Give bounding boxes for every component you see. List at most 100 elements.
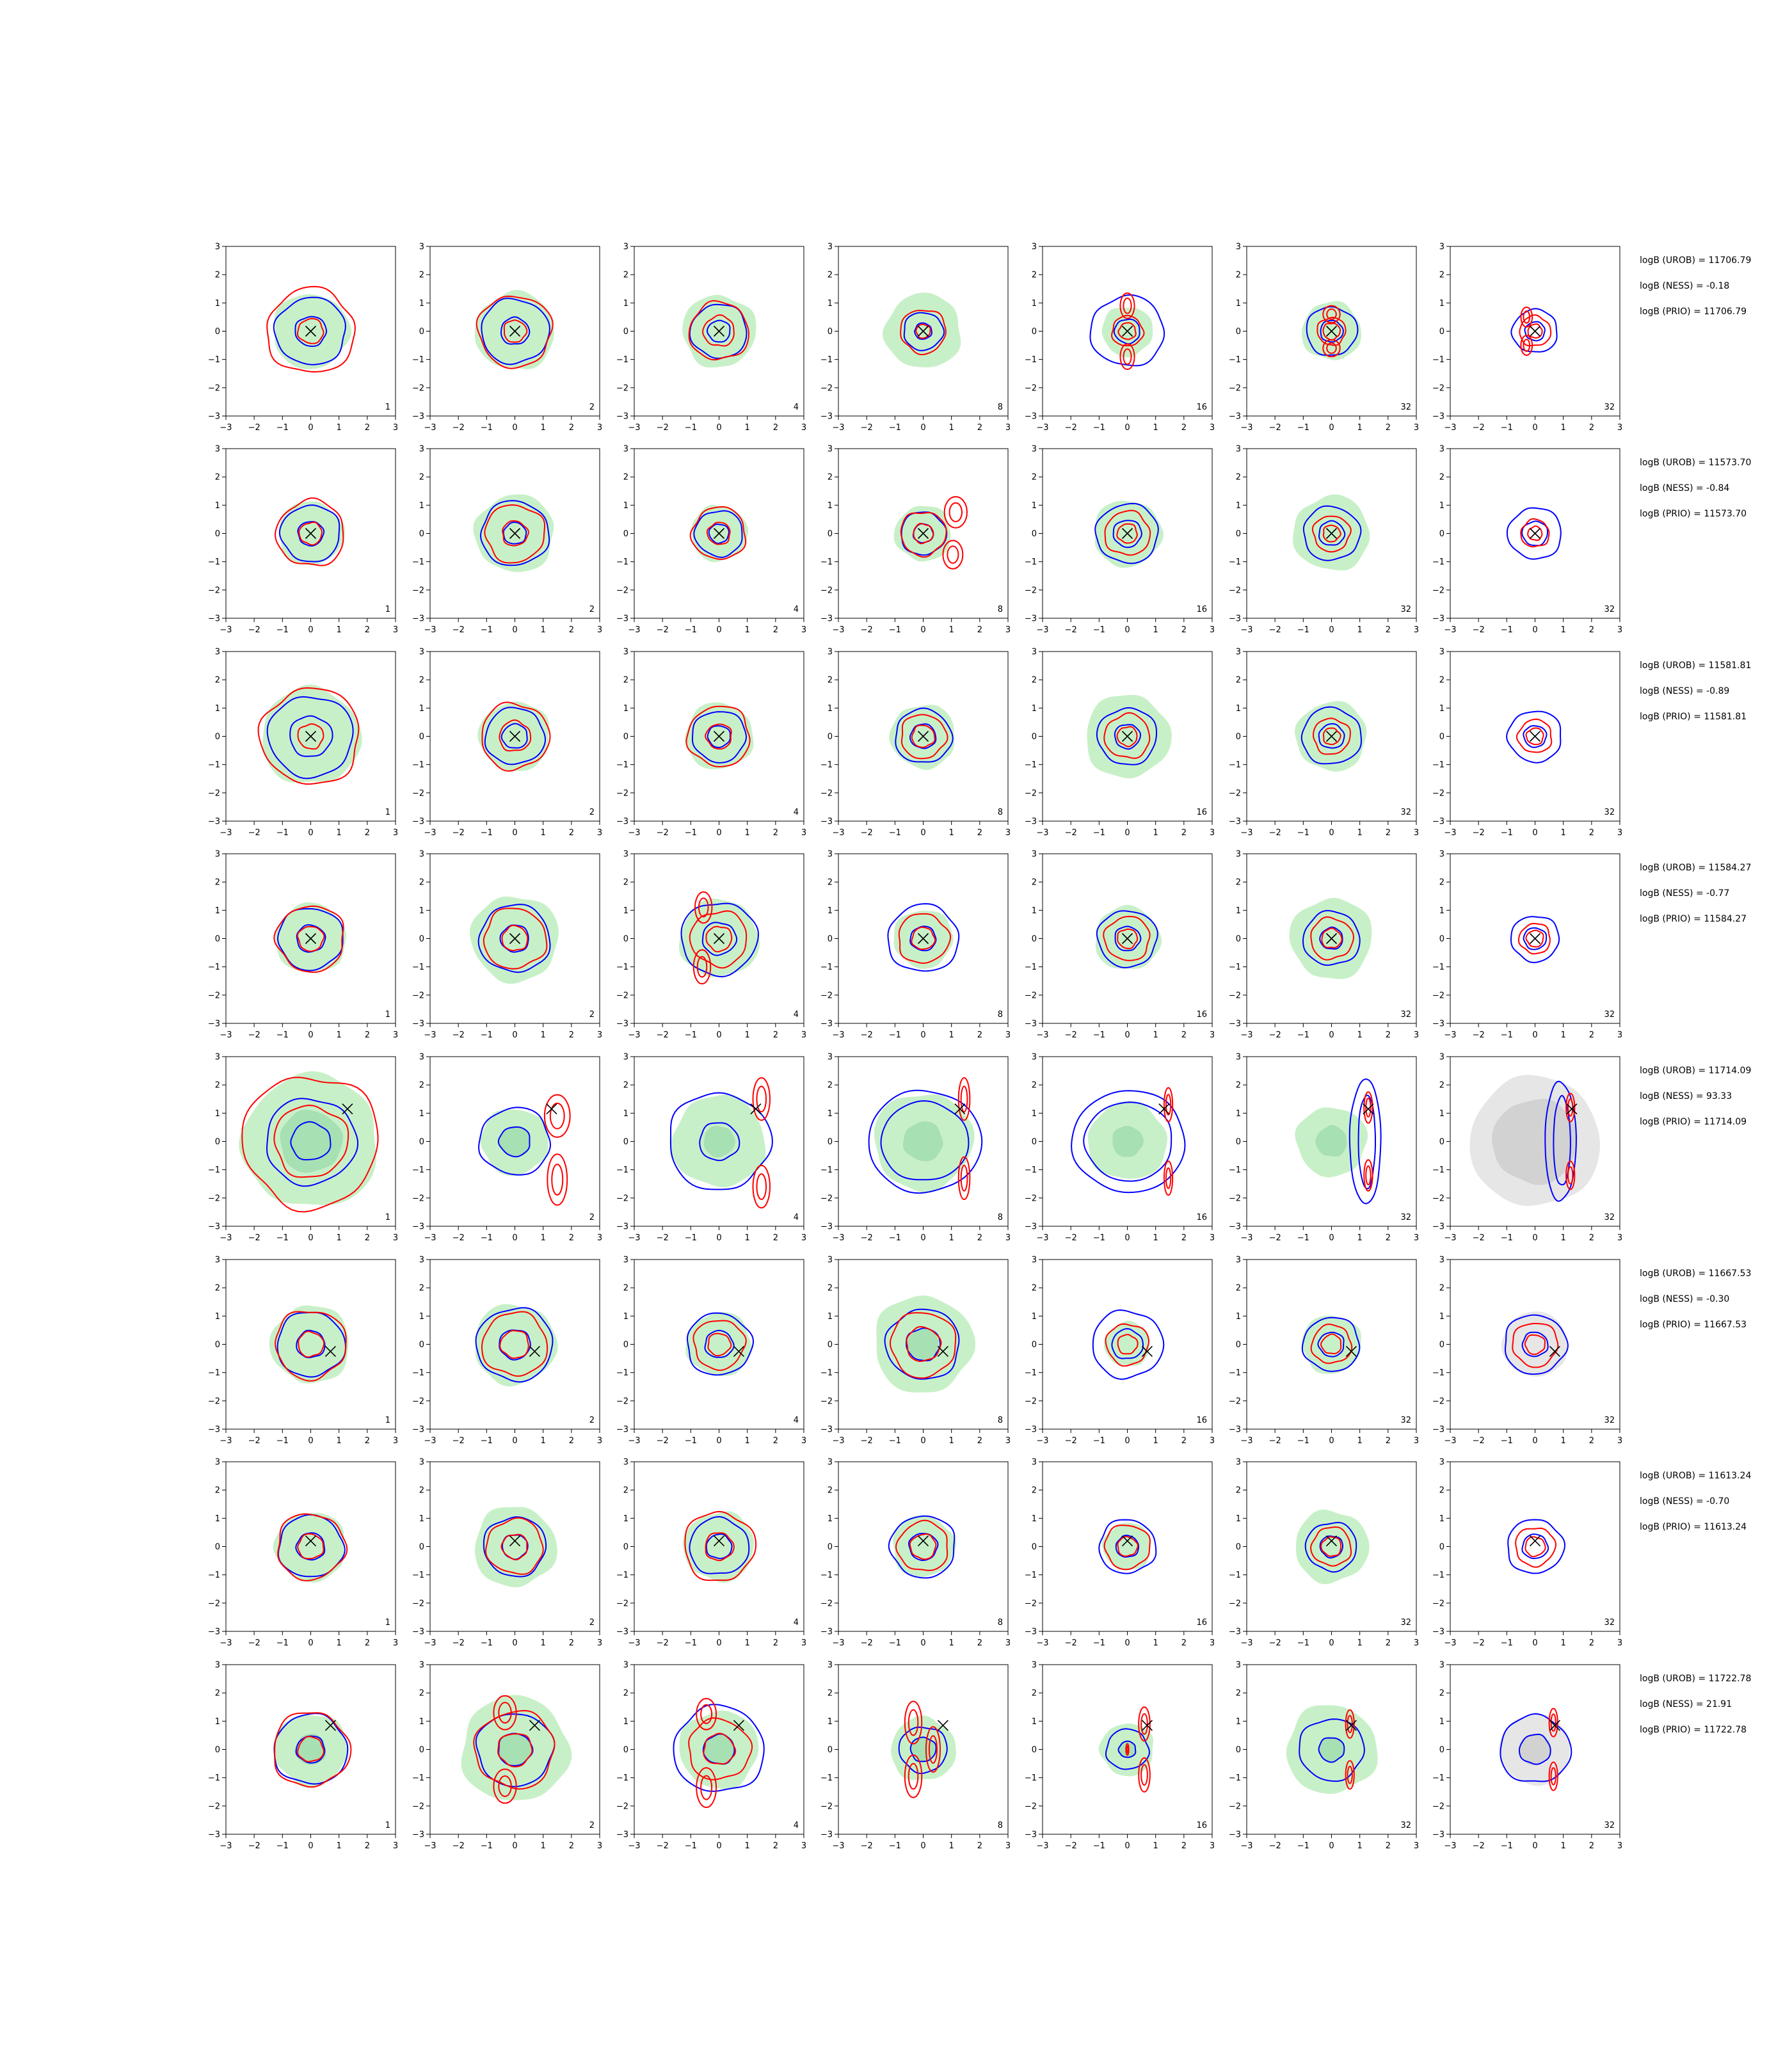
x-tick-label: 0	[1532, 1030, 1537, 1040]
true-value-marker	[1325, 932, 1338, 945]
y-tick-label: 1	[1439, 501, 1444, 511]
y-tick-label: 2	[215, 676, 220, 685]
panel-plot-area	[887, 903, 960, 972]
x-tick-label: 0	[1124, 1638, 1130, 1648]
panel-count-label: 32	[1604, 1416, 1615, 1425]
x-tick-label: −3	[1444, 625, 1456, 635]
x-tick-label: 0	[512, 1030, 517, 1040]
x-tick-label: 1	[1561, 423, 1566, 433]
row-stat-text: logB (PRIO) = 11584.27	[1640, 914, 1747, 924]
y-tick-label: −1	[616, 963, 628, 972]
x-tick-label: 3	[393, 423, 398, 433]
panel-r8-c5: −3−3 −2 −2 −1 −1 0 0 1 1 2 2 3 3 16	[1025, 1661, 1215, 1852]
sample-density-core	[902, 1121, 943, 1162]
y-tick-label: 3	[1439, 1256, 1444, 1265]
y-tick-label: 0	[215, 1340, 220, 1350]
red-lobe-contour	[696, 1698, 717, 1731]
x-tick-label: −3	[1444, 828, 1456, 838]
x-tick-label: 3	[597, 423, 602, 433]
true-value-marker	[713, 1535, 725, 1547]
x-tick-label: −2	[248, 1030, 260, 1040]
x-tick-label: −3	[1036, 423, 1048, 433]
true-value-marker	[305, 932, 317, 945]
red-contour	[1310, 916, 1355, 961]
y-tick-label: 2	[419, 1081, 424, 1091]
x-tick-label: −1	[276, 828, 289, 838]
y-tick-label: 1	[419, 704, 424, 714]
x-tick-label: 1	[1357, 1638, 1363, 1648]
x-tick-label: 0	[1532, 1841, 1537, 1851]
y-tick-label: −1	[1229, 963, 1241, 972]
x-tick-label: 2	[1181, 1436, 1187, 1446]
red-contour	[483, 908, 548, 970]
sample-density	[893, 1516, 957, 1577]
panel-r1-c4: −3−3 −2 −2 −1 −1 0 0 1 1 2 2 3 3 8	[820, 243, 1011, 433]
x-tick-label: 1	[541, 1436, 546, 1446]
x-tick-label: 0	[1124, 625, 1130, 635]
panel-r6-c4: −3−3 −2 −2 −1 −1 0 0 1 1 2 2 3 3 8	[820, 1256, 1011, 1446]
true-value-marker	[305, 1535, 317, 1547]
y-tick-label: −1	[412, 1571, 424, 1580]
red-lobe-contour	[960, 1085, 968, 1113]
y-tick-label: 1	[1032, 906, 1037, 916]
red-contour	[692, 1320, 747, 1372]
panel-plot-area	[1499, 1708, 1572, 1791]
blue-ring-contour	[1071, 1090, 1186, 1194]
x-tick-label: 3	[1005, 1638, 1011, 1648]
y-tick-label: 2	[828, 271, 833, 280]
y-tick-label: 1	[1439, 906, 1444, 916]
y-tick-label: 3	[623, 1458, 628, 1468]
y-tick-label: −1	[412, 1165, 424, 1175]
x-tick-label: 1	[745, 1841, 750, 1851]
panel-count-label: 1	[385, 1213, 390, 1222]
y-tick-label: 1	[1236, 1312, 1241, 1322]
panel-count-label: 16	[1196, 403, 1207, 412]
y-tick-label: 2	[1439, 1284, 1444, 1293]
y-tick-label: −3	[616, 817, 628, 827]
x-tick-label: 3	[1414, 1233, 1419, 1243]
x-tick-label: 3	[393, 828, 398, 838]
y-tick-label: −2	[1025, 991, 1037, 1000]
panel-count-label: 1	[385, 808, 390, 817]
y-tick-label: −2	[1432, 586, 1444, 595]
y-tick-label: 0	[828, 1542, 833, 1552]
x-tick-label: 3	[1617, 1841, 1622, 1851]
y-tick-label: 3	[1236, 1661, 1241, 1670]
sample-density-core	[1315, 1124, 1347, 1157]
red-lobe-contour	[1163, 1087, 1174, 1123]
x-tick-label: 1	[1561, 828, 1566, 838]
red-contour	[900, 309, 947, 356]
x-tick-label: −2	[248, 625, 260, 635]
blue-contour	[484, 707, 547, 765]
y-tick-label: 2	[215, 271, 220, 280]
red-contour	[898, 913, 952, 964]
x-tick-label: 2	[773, 1030, 778, 1040]
y-tick-label: −3	[616, 1222, 628, 1232]
y-tick-label: 1	[1032, 1717, 1037, 1727]
blue-contour	[1111, 1328, 1144, 1359]
y-tick-label: 3	[215, 1661, 220, 1670]
y-tick-label: −3	[1229, 614, 1241, 624]
y-tick-label: 2	[828, 878, 833, 888]
x-tick-label: 2	[977, 1436, 982, 1446]
y-tick-label: 3	[1032, 648, 1037, 657]
sample-density	[682, 1511, 755, 1583]
panel-plot-area	[1092, 1309, 1165, 1380]
x-tick-label: 1	[541, 423, 546, 433]
blue-contour	[500, 723, 528, 749]
x-tick-label: −1	[1093, 625, 1105, 635]
x-tick-label: −1	[1297, 1841, 1309, 1851]
x-tick-label: −2	[1269, 828, 1281, 838]
true-value-marker	[917, 527, 929, 540]
x-tick-label: 2	[569, 423, 574, 433]
x-tick-label: 3	[1210, 1233, 1215, 1243]
true-value-marker	[1529, 1535, 1541, 1547]
x-tick-label: 0	[512, 828, 517, 838]
x-tick-label: 3	[597, 625, 602, 635]
y-tick-label: 3	[828, 1256, 833, 1265]
y-tick-label: −2	[1025, 586, 1037, 595]
true-value-marker	[324, 1720, 336, 1731]
x-tick-label: 0	[716, 1233, 721, 1243]
panel-r6-c2: −3−3 −2 −2 −1 −1 0 0 1 1 2 2 3 3 2	[412, 1256, 602, 1446]
